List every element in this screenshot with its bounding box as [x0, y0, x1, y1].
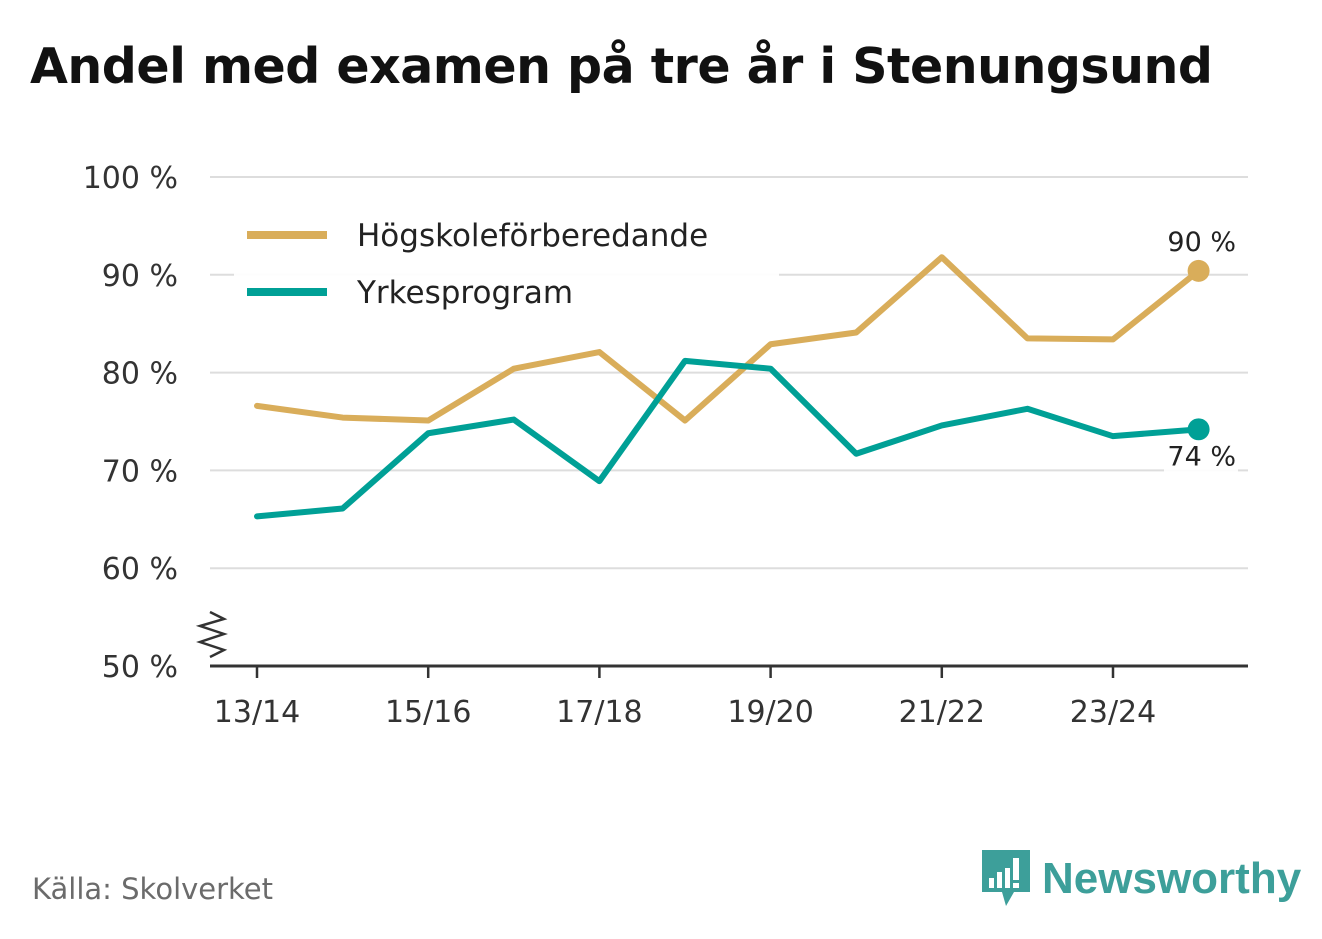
y-tick-label-50: 50 % [102, 650, 178, 685]
y-tick-label-70: 70 % [102, 454, 178, 489]
x-tick-label-17-18: 17/18 [556, 695, 642, 730]
x-tick-label-21-22: 21/22 [899, 695, 985, 730]
series-1-line [254, 254, 1202, 424]
y-axis-ticks: 50 % 60 % 70 % 80 % 90 % 100 % [83, 161, 178, 685]
legend-label-2: Yrkesprogram [356, 275, 573, 311]
legend-label-1: Högskoleförberedande [357, 218, 708, 254]
end-label-1: 90 % [1167, 227, 1236, 258]
legend: Högskoleförberedande Yrkesprogram [234, 206, 779, 320]
y-tick-label-100: 100 % [83, 161, 178, 196]
brand-logo[interactable]: Newsworthy [980, 848, 1301, 910]
end-label-halo-1 [1164, 225, 1238, 258]
series-lines [254, 254, 1210, 520]
end-labels: 90 % 74 % [1164, 225, 1238, 473]
end-label-2: 74 % [1167, 441, 1236, 472]
y-tick-label-90: 90 % [102, 259, 178, 294]
x-tick-label-19-20: 19/20 [727, 695, 813, 730]
brand-name: Newsworthy [1042, 854, 1302, 903]
source-note: Källa: Skolverket [32, 872, 274, 906]
x-axis: 13/14 15/16 17/18 19/20 21/22 23/24 [195, 610, 1248, 730]
x-tick-label-13-14: 13/14 [214, 695, 300, 730]
series-1-end-dot [1187, 259, 1210, 282]
x-tick-label-15-16: 15/16 [385, 695, 471, 730]
bar-chart-speech-bubble-icon [982, 850, 1030, 906]
y-tick-label-80: 80 % [102, 357, 178, 392]
x-tick-label-23-24: 23/24 [1070, 695, 1156, 730]
chart-title: Andel med examen på tre år i Stenungsund [30, 38, 1213, 95]
series-2-end-dot [1187, 418, 1210, 441]
axis-break-icon [195, 610, 228, 659]
legend-box [234, 206, 779, 320]
y-tick-label-60: 60 % [102, 552, 178, 587]
series-2-line [254, 357, 1202, 520]
end-label-halo-2 [1164, 440, 1238, 473]
